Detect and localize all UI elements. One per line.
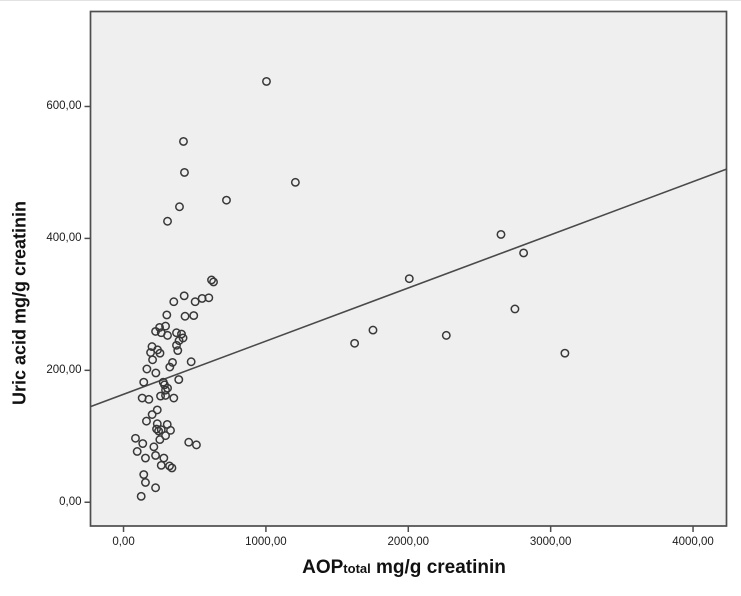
scatter-point (152, 405, 162, 415)
y-tick-label: 0,00 (59, 496, 82, 509)
scatter-point (147, 410, 157, 419)
scatter-point (180, 167, 189, 177)
scatter-point (154, 426, 164, 436)
scatter-point (207, 275, 216, 285)
scatter-point (156, 460, 166, 470)
scatter-point (151, 450, 161, 460)
scatter-point (510, 304, 520, 314)
scatter-point (169, 297, 179, 307)
scatter-point (209, 277, 218, 287)
scatter-point (168, 357, 177, 367)
y-tick-label: 200,00 (46, 364, 82, 377)
scatter-point (138, 439, 148, 448)
scatter-point (163, 216, 172, 226)
scatter-point (161, 390, 170, 400)
scatter-point (290, 177, 300, 187)
y-axis-title: Uric acid mg/g creatinin (9, 200, 30, 406)
scatter-point (162, 310, 172, 320)
x-axis-title-rest: mg/g creatinin (370, 557, 506, 578)
scatter-point (148, 355, 158, 365)
scatter-point (172, 328, 181, 338)
scatter-point (368, 325, 378, 335)
plot-area (89, 10, 728, 527)
scatter-point (186, 357, 196, 367)
scatter-point (174, 375, 184, 385)
scatter-point (151, 368, 161, 378)
scatter-point (190, 297, 200, 307)
scatter-point (222, 195, 231, 205)
scatter-point (189, 311, 199, 321)
scatter-point (141, 478, 150, 487)
scatter-point (179, 291, 189, 301)
scatter-point (139, 377, 149, 387)
scatter-point (151, 326, 161, 336)
scatter-point (156, 391, 165, 401)
scatter-point (149, 442, 159, 452)
scatter-point (132, 447, 142, 456)
scatter-point (144, 394, 154, 404)
x-tick-label: 3000,00 (529, 536, 572, 548)
x-axis-title-main: AOP (302, 557, 344, 578)
scatter-point (139, 470, 149, 479)
scatter-point (166, 425, 175, 435)
scatter-point (155, 348, 165, 358)
scatter-point (184, 437, 194, 447)
scatter-point (560, 348, 570, 358)
scatter-point (141, 453, 150, 463)
scatter-point (197, 293, 207, 303)
scatter-point (180, 311, 190, 321)
x-axis-title-subscript: total (343, 561, 371, 576)
x-tick-label: 1000,00 (245, 536, 287, 548)
scatter-point (519, 248, 529, 258)
x-tick-label: 0,00 (112, 536, 135, 548)
scatter-point (441, 330, 451, 340)
scatter-point (169, 393, 179, 403)
scatter-point (496, 230, 506, 239)
scatter-point (350, 338, 360, 348)
scatter-point (262, 76, 271, 86)
scatter-point (172, 340, 181, 350)
scatter-point (167, 463, 177, 473)
x-tick-label: 2000,00 (387, 536, 430, 548)
y-tick-label: 600,00 (46, 100, 82, 113)
scatter-point (165, 461, 174, 471)
y-tick-label: 400,00 (46, 232, 82, 245)
scatter-point (151, 483, 161, 493)
scatter-point (161, 321, 170, 331)
scatter-point (161, 385, 170, 395)
scatter-point (179, 136, 188, 146)
scatter-point (404, 274, 414, 284)
scatter-point (165, 362, 175, 372)
x-tick-label: 4000,00 (672, 536, 714, 548)
scatter-point (163, 330, 172, 340)
fit-line (90, 168, 727, 408)
scatter-point (152, 424, 162, 434)
scatter-point (155, 435, 165, 445)
scatter-point (131, 433, 140, 443)
scatter-point (136, 491, 146, 501)
x-axis-title: AOPtotal mg/g creatinin (302, 557, 506, 579)
scatter-point (175, 202, 184, 212)
scatter-point (191, 440, 201, 450)
scatter-point (142, 364, 152, 374)
scatter-point (173, 346, 183, 355)
scatter-point (174, 336, 184, 346)
scatter-point (142, 416, 151, 426)
